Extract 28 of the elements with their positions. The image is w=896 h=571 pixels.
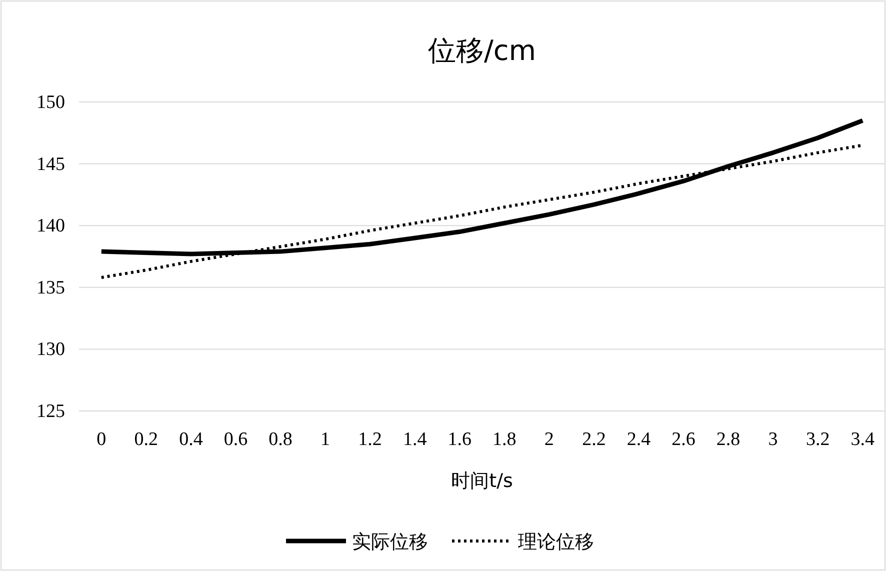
legend-label: 理论位移	[518, 531, 594, 553]
x-tick-label: 1	[320, 429, 330, 450]
x-tick-label: 0	[96, 429, 106, 450]
x-tick-label: 2	[544, 429, 554, 450]
x-tick-label: 0.8	[268, 429, 292, 450]
x-tick-label: 1.6	[448, 429, 472, 450]
title: 位移/cm	[428, 34, 536, 67]
x-tick-label: 2.6	[672, 429, 696, 450]
x-tick-label: 3.2	[806, 429, 830, 450]
y-tick-label: 135	[36, 277, 65, 298]
x-tick-label: 3	[768, 429, 778, 450]
x-tick-label: 0.6	[224, 429, 248, 450]
y-tick-label: 140	[36, 216, 65, 237]
legend-label: 实际位移	[352, 531, 428, 553]
x-tick-label: 3.4	[850, 429, 875, 450]
x-tick-label: 2.2	[582, 429, 606, 450]
x-tick-label: 1.4	[402, 429, 428, 450]
x-tick-label: 0.4	[179, 429, 204, 450]
y-tick-label: 130	[36, 339, 65, 360]
x-tick-label: 1.8	[492, 429, 516, 450]
x-tick-label: 0.2	[134, 429, 158, 450]
y-tick-label: 150	[36, 92, 65, 113]
x-tick-label: 2.8	[716, 429, 740, 450]
y-tick-label: 125	[36, 401, 65, 422]
x-tick-label: 1.2	[358, 429, 382, 450]
y-tick-label: 145	[36, 154, 65, 175]
x-axis-title: 时间t/s	[451, 470, 513, 492]
x-tick-label: 2.4	[626, 429, 652, 450]
